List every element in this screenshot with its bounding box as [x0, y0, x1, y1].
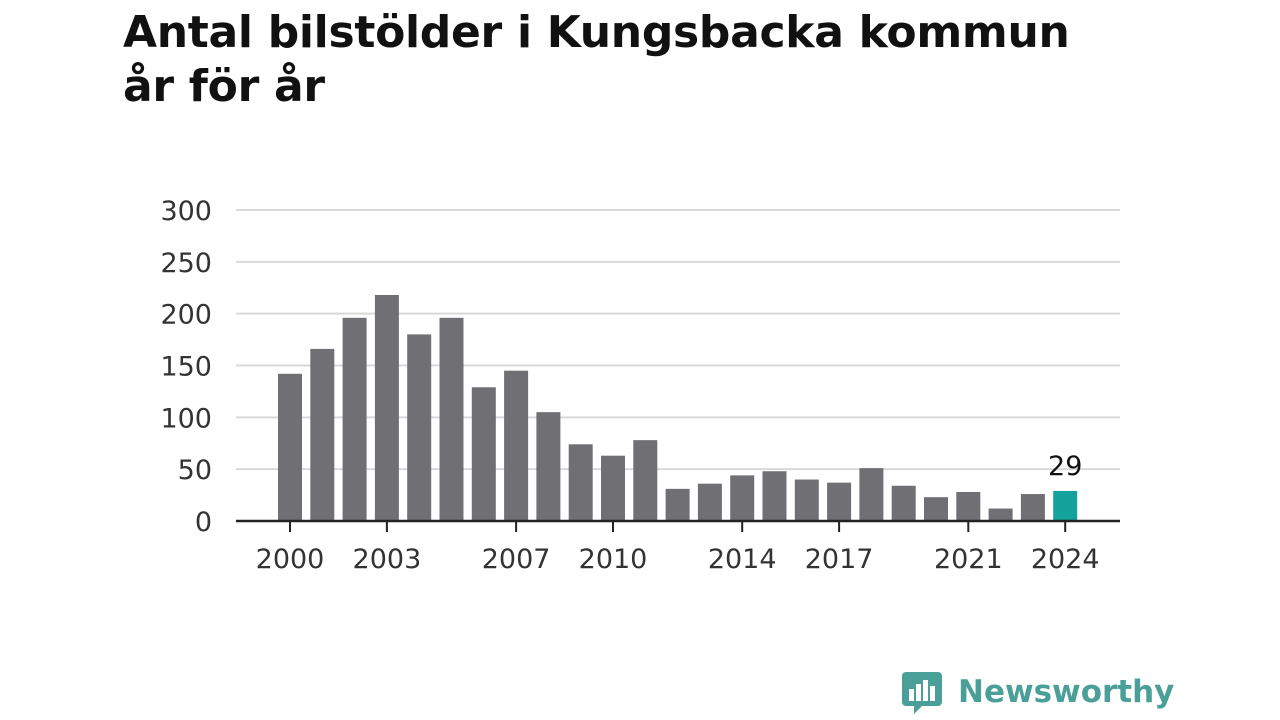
chart-title-line-1: Antal bilstölder i Kungsbacka kommun: [123, 7, 1070, 58]
y-tick-label: 250: [160, 248, 212, 279]
y-tick-label: 300: [160, 196, 212, 227]
bar-2020: [924, 497, 948, 521]
bar-2004: [407, 334, 432, 521]
bars: [278, 295, 1078, 521]
chart-title: Antal bilstölder i Kungsbacka kommun år …: [123, 6, 1203, 114]
bar-2003: [374, 295, 399, 521]
bar-2019: [891, 485, 916, 521]
bar-2012: [665, 488, 690, 521]
x-tick-label: 2014: [708, 544, 777, 575]
bar-2002: [342, 317, 367, 521]
bar-2023: [1020, 494, 1045, 521]
y-tick-label: 0: [195, 507, 212, 538]
bar-2001: [310, 348, 335, 521]
bar-2011: [633, 440, 658, 521]
gridlines: [236, 209, 1120, 471]
x-tick-label: 2007: [482, 544, 551, 575]
x-tick-label: 2000: [256, 544, 325, 575]
bar-2013: [697, 483, 722, 521]
x-tick-label: 2010: [579, 544, 648, 575]
data-label-2024: 29: [1048, 451, 1082, 482]
brand-logo: Newsworthy: [902, 670, 1174, 718]
y-tick-label: 100: [160, 403, 212, 434]
y-tick-label: 200: [160, 300, 212, 331]
bar-2006: [471, 387, 496, 521]
bar-2009: [568, 444, 593, 521]
bar-2021: [956, 491, 981, 521]
y-tick-label: 50: [178, 455, 212, 486]
bar-2022: [988, 508, 1013, 521]
bar-2015: [762, 471, 787, 521]
bar-2007: [504, 370, 529, 521]
bar-2014: [730, 475, 755, 521]
chart-title-line-2: år för år: [123, 61, 325, 112]
chart-speech-bubble-icon: [902, 672, 942, 714]
bar-2000: [278, 373, 302, 521]
brand-name: Newsworthy: [958, 674, 1175, 710]
x-tick-label: 2024: [1031, 544, 1100, 575]
bar-2017: [827, 482, 852, 521]
x-axis-ticks: 2000 2003 2007 2010 2014 2017 2021 2024: [256, 521, 1100, 575]
bar-2016: [794, 479, 819, 521]
y-axis-tick-labels: 0 50 100 150 200 250 300: [160, 196, 212, 538]
x-tick-label: 2021: [934, 544, 1003, 575]
x-tick-label: 2003: [353, 544, 422, 575]
bar-2018: [859, 468, 884, 521]
bar-2005: [439, 317, 464, 521]
bar-2010: [601, 455, 625, 521]
x-tick-label: 2017: [805, 544, 874, 575]
annotations: 29: [1048, 451, 1082, 482]
bar-2008: [536, 412, 561, 521]
y-tick-label: 150: [160, 352, 212, 383]
bar-2024: [1053, 490, 1078, 521]
